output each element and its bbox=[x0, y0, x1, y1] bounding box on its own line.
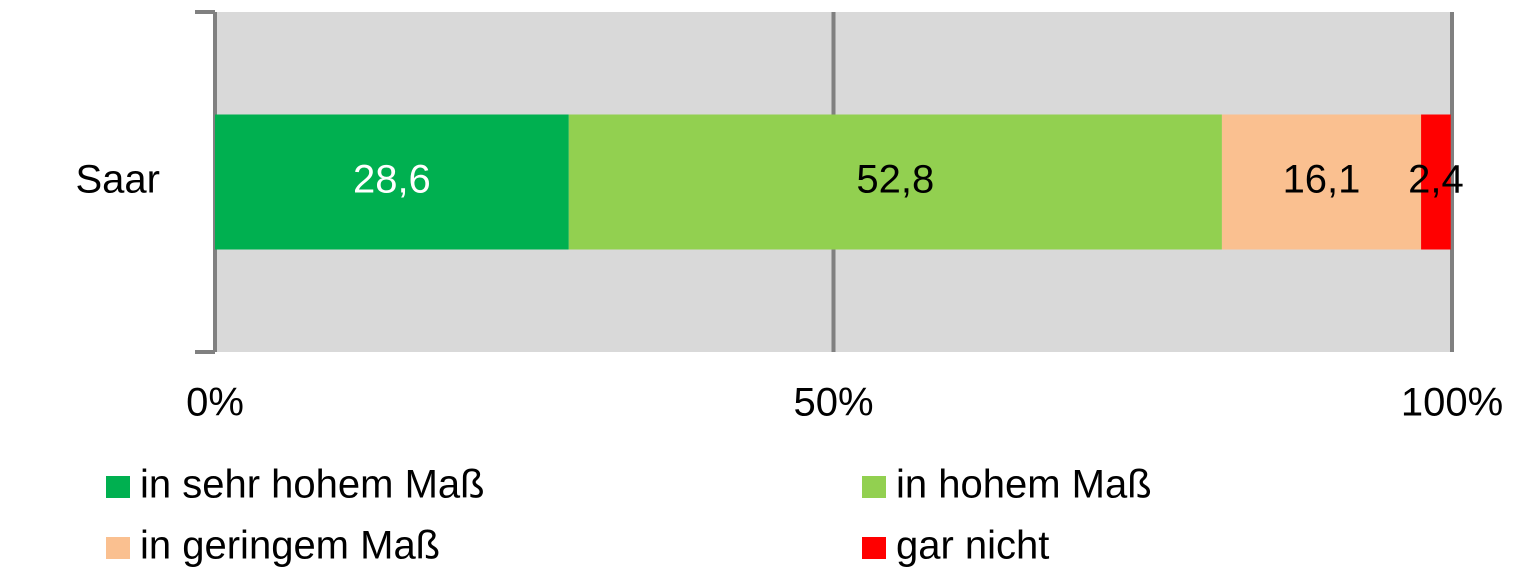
legend-swatch bbox=[862, 476, 886, 498]
legend-swatch bbox=[862, 537, 886, 559]
data-label: 16,1 bbox=[1283, 158, 1361, 202]
bar-segment bbox=[568, 114, 1222, 250]
legend-label: in hohem Maß bbox=[896, 463, 1152, 507]
x-tick-label: 0% bbox=[186, 381, 244, 425]
data-label: 2,4 bbox=[1408, 158, 1464, 202]
bar-segment bbox=[215, 114, 569, 250]
data-label: 28,6 bbox=[353, 158, 431, 202]
legend-label: gar nicht bbox=[896, 524, 1049, 568]
legend-label: in sehr hohem Maß bbox=[140, 463, 485, 507]
x-tick-label: 50% bbox=[793, 381, 873, 425]
legend-label: in geringem Maß bbox=[140, 524, 440, 568]
x-tick-label: 100% bbox=[1401, 381, 1503, 425]
data-label: 52,8 bbox=[856, 158, 934, 202]
legend-swatch bbox=[106, 476, 130, 498]
bar-segment bbox=[1221, 114, 1422, 250]
bar-segment bbox=[1421, 114, 1451, 250]
legend-swatch bbox=[106, 537, 130, 559]
y-tick-label: Saar bbox=[76, 158, 161, 202]
